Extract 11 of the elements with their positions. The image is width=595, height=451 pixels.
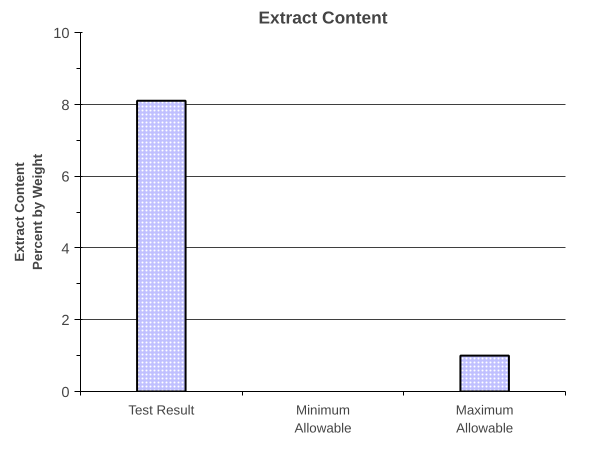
x-tick-label: Test Result: [128, 402, 195, 418]
y-tick-label: 6: [61, 170, 70, 186]
y-tick-label: 10: [53, 26, 70, 42]
x-tick-label: Maximum Allowable: [456, 402, 514, 436]
y-tick-label: 8: [61, 98, 70, 114]
chart-title: Extract Content: [258, 8, 388, 28]
y-tick-label: 4: [61, 241, 70, 258]
y-tick-label: 2: [61, 313, 70, 330]
y-axis-title: Extract Content Percent by Weight: [12, 153, 46, 270]
x-tick-label: Minimum Allowable: [294, 402, 352, 436]
y-tick-label: 0: [61, 385, 70, 401]
